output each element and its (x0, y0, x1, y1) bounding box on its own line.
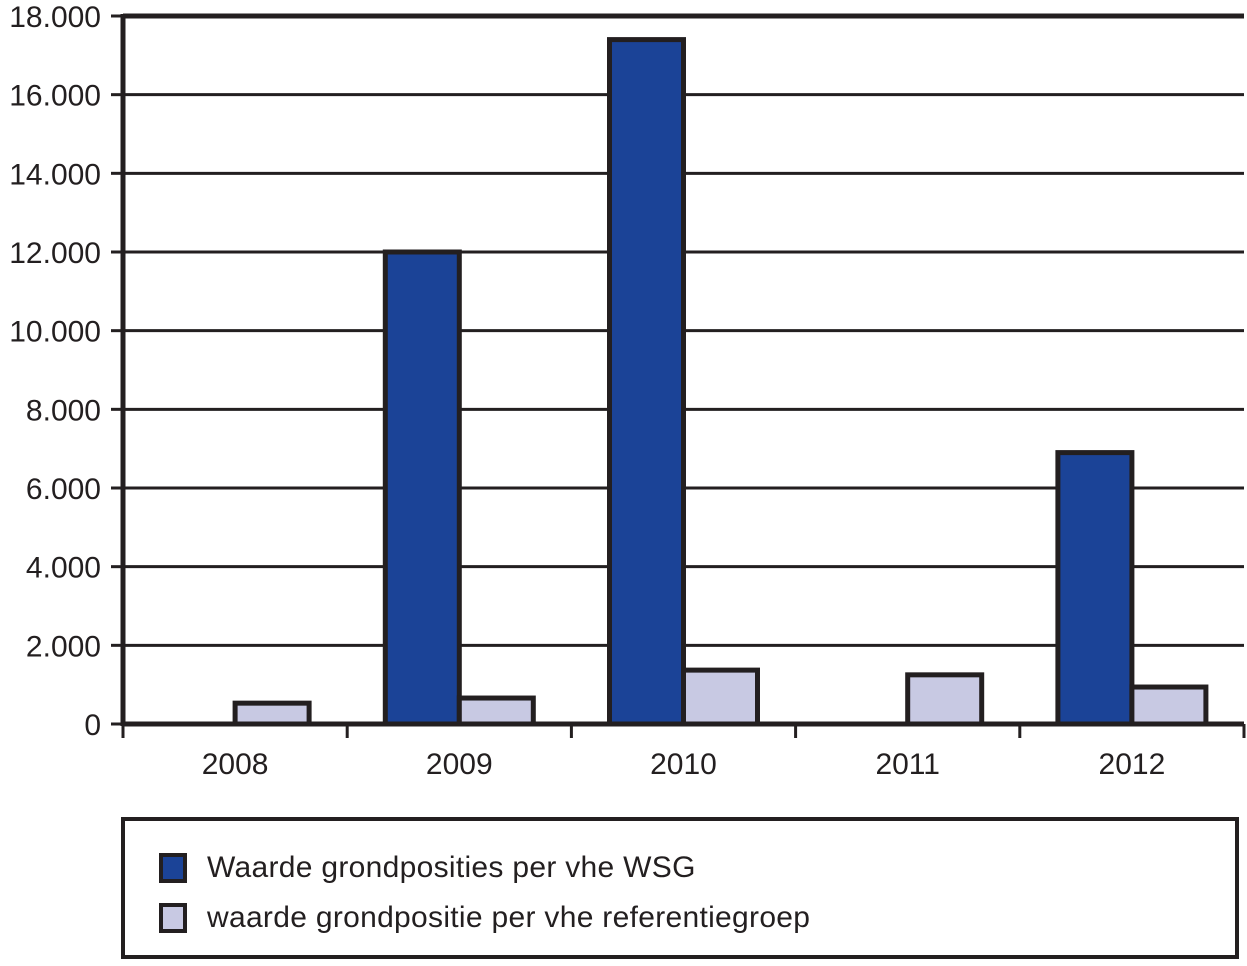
y-tick-label: 6.000 (26, 473, 101, 506)
bar-referentiegroep-2010 (681, 667, 760, 727)
x-tick-label: 2008 (202, 748, 269, 781)
y-tick-label: 4.000 (26, 552, 101, 585)
y-tick-label: 12.000 (9, 237, 101, 270)
chart-legend: Waarde grondposities per vhe WSG waarde … (121, 817, 1239, 959)
bar-referentiegroep-2011 (905, 672, 985, 727)
legend-label-wsg: Waarde grondposities per vhe WSG (207, 851, 696, 884)
bar-wsg-2009 (382, 249, 462, 727)
y-tick-label: 14.000 (9, 158, 101, 191)
bar-wsg-2012 (1055, 450, 1135, 727)
legend-label-referentiegroep: waarde grondpositie per vhe referentiegr… (207, 901, 811, 934)
legend-item-referentiegroep: waarde grondpositie per vhe referentiegr… (159, 901, 810, 935)
bar-referentiegroep-2008 (232, 700, 312, 727)
bar-referentiegroep-2009 (456, 695, 536, 727)
x-tick-label: 2009 (426, 748, 493, 781)
y-tick-label: 8.000 (26, 394, 101, 427)
bar-chart: 0 2.000 4.000 6.000 8.000 10.000 12.000 14.000 1… (9, 1, 1246, 781)
y-tick-label: 16.000 (9, 80, 101, 113)
y-tick-label: 18.000 (9, 1, 101, 34)
x-tick-label: 2011 (875, 748, 940, 781)
legend-swatch-wsg (159, 853, 187, 883)
y-tick-label: 10.000 (9, 316, 101, 349)
legend-swatch-referentiegroep (159, 903, 187, 933)
x-tick-label: 2010 (650, 748, 717, 781)
bar-referentiegroep-2012 (1129, 684, 1209, 727)
y-tick-label: 0 (84, 709, 101, 742)
x-tick-label: 2012 (1099, 748, 1166, 781)
bar-wsg-2010 (607, 37, 686, 727)
y-tick-label: 2.000 (26, 630, 101, 663)
legend-item-wsg: Waarde grondposities per vhe WSG (159, 851, 696, 885)
